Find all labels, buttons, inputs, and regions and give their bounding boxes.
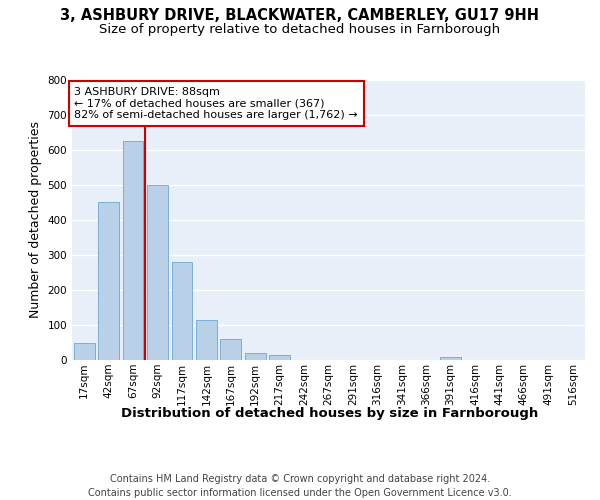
Bar [122,141,143,360]
Text: Distribution of detached houses by size in Farnborough: Distribution of detached houses by size … [121,408,539,420]
Text: Size of property relative to detached houses in Farnborough: Size of property relative to detached ho… [100,22,500,36]
Text: 3 ASHBURY DRIVE: 88sqm
← 17% of detached houses are smaller (367)
82% of semi-de: 3 ASHBURY DRIVE: 88sqm ← 17% of detached… [74,87,358,120]
Bar [74,342,95,360]
Y-axis label: Number of detached properties: Number of detached properties [29,122,42,318]
Bar [245,353,266,360]
Bar [196,320,217,360]
Bar [269,355,290,360]
Text: Contains HM Land Registry data © Crown copyright and database right 2024.
Contai: Contains HM Land Registry data © Crown c… [88,474,512,498]
Bar [440,356,461,360]
Text: 3, ASHBURY DRIVE, BLACKWATER, CAMBERLEY, GU17 9HH: 3, ASHBURY DRIVE, BLACKWATER, CAMBERLEY,… [61,8,539,22]
Bar [147,185,168,360]
Bar [172,262,193,360]
Bar [220,339,241,360]
Bar [98,202,119,360]
